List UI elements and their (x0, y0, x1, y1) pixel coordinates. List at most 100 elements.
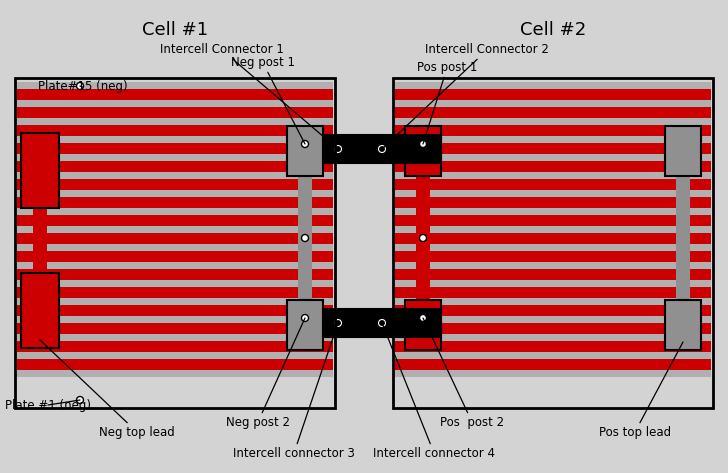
Circle shape (419, 315, 427, 322)
Text: Neg post 2: Neg post 2 (226, 318, 305, 429)
Bar (17, 352, 333, 359)
Bar (17, 89, 333, 100)
Circle shape (379, 146, 386, 152)
Bar (393, 78, 713, 408)
Bar (17, 334, 333, 341)
Bar (395, 341, 711, 352)
Bar (405, 300, 441, 350)
Bar (17, 190, 333, 197)
Circle shape (379, 319, 386, 326)
Bar (17, 107, 333, 118)
Bar (17, 100, 333, 107)
Circle shape (419, 235, 427, 242)
Bar (395, 161, 711, 172)
Bar (21, 273, 59, 348)
Circle shape (419, 140, 427, 148)
Bar (416, 176, 430, 300)
Text: Plate #1 (neg): Plate #1 (neg) (5, 398, 91, 412)
Bar (17, 172, 333, 179)
Bar (17, 215, 333, 226)
Bar (395, 172, 711, 179)
Bar (395, 370, 711, 377)
Bar (395, 269, 711, 280)
Bar (17, 233, 333, 244)
Text: Intercell connector 4: Intercell connector 4 (373, 323, 495, 459)
Bar (17, 208, 333, 215)
Bar (395, 359, 711, 370)
Bar (17, 341, 333, 352)
Bar (665, 300, 701, 350)
Text: Cell #2: Cell #2 (520, 21, 586, 39)
Bar (323, 309, 441, 337)
Text: Cell #1: Cell #1 (142, 21, 208, 39)
Bar (395, 208, 711, 215)
Bar (395, 244, 711, 251)
Text: Intercell Connector 1: Intercell Connector 1 (160, 44, 338, 149)
Bar (395, 298, 711, 305)
Circle shape (301, 140, 309, 148)
Bar (17, 82, 333, 89)
Bar (17, 143, 333, 154)
Text: Neg post 1: Neg post 1 (231, 56, 305, 144)
Circle shape (301, 235, 309, 242)
Bar (395, 316, 711, 323)
Bar (33, 208, 47, 273)
Bar (17, 298, 333, 305)
Bar (395, 287, 711, 298)
Bar (395, 154, 711, 161)
Bar (395, 118, 711, 125)
Bar (17, 359, 333, 370)
Bar (395, 89, 711, 100)
Bar (287, 126, 323, 176)
Text: Pos  post 2: Pos post 2 (423, 318, 504, 429)
Text: Plate#15 (neg): Plate#15 (neg) (38, 80, 127, 94)
Circle shape (76, 396, 84, 403)
Bar (17, 251, 333, 262)
Text: Intercell connector 3: Intercell connector 3 (233, 323, 355, 459)
Bar (395, 352, 711, 359)
Bar (17, 136, 333, 143)
Bar (395, 334, 711, 341)
Bar (17, 269, 333, 280)
Bar (395, 125, 711, 136)
Bar (17, 226, 333, 233)
Text: Pos post 1: Pos post 1 (417, 61, 477, 144)
Bar (395, 107, 711, 118)
Circle shape (301, 315, 309, 322)
Bar (395, 233, 711, 244)
Bar (395, 323, 711, 334)
Text: Intercell Connector 2: Intercell Connector 2 (382, 44, 549, 149)
Bar (17, 370, 333, 377)
Bar (17, 125, 333, 136)
Circle shape (334, 319, 341, 326)
Bar (15, 78, 335, 408)
Bar (17, 287, 333, 298)
Bar (21, 133, 59, 208)
Bar (395, 179, 711, 190)
Text: Neg top lead: Neg top lead (40, 340, 175, 438)
Bar (17, 161, 333, 172)
Bar (395, 305, 711, 316)
Circle shape (76, 82, 84, 89)
Bar (17, 323, 333, 334)
Bar (395, 197, 711, 208)
Bar (395, 143, 711, 154)
Bar (395, 100, 711, 107)
Bar (665, 126, 701, 176)
Bar (17, 316, 333, 323)
Bar (395, 262, 711, 269)
Bar (676, 176, 690, 300)
Bar (405, 126, 441, 176)
Bar (17, 280, 333, 287)
Text: Pos top lead: Pos top lead (599, 342, 683, 438)
Bar (298, 176, 312, 300)
Bar (17, 154, 333, 161)
Bar (287, 300, 323, 350)
Bar (17, 244, 333, 251)
Bar (17, 197, 333, 208)
Bar (395, 226, 711, 233)
Bar (395, 190, 711, 197)
Bar (395, 136, 711, 143)
Bar (17, 305, 333, 316)
Bar (17, 179, 333, 190)
